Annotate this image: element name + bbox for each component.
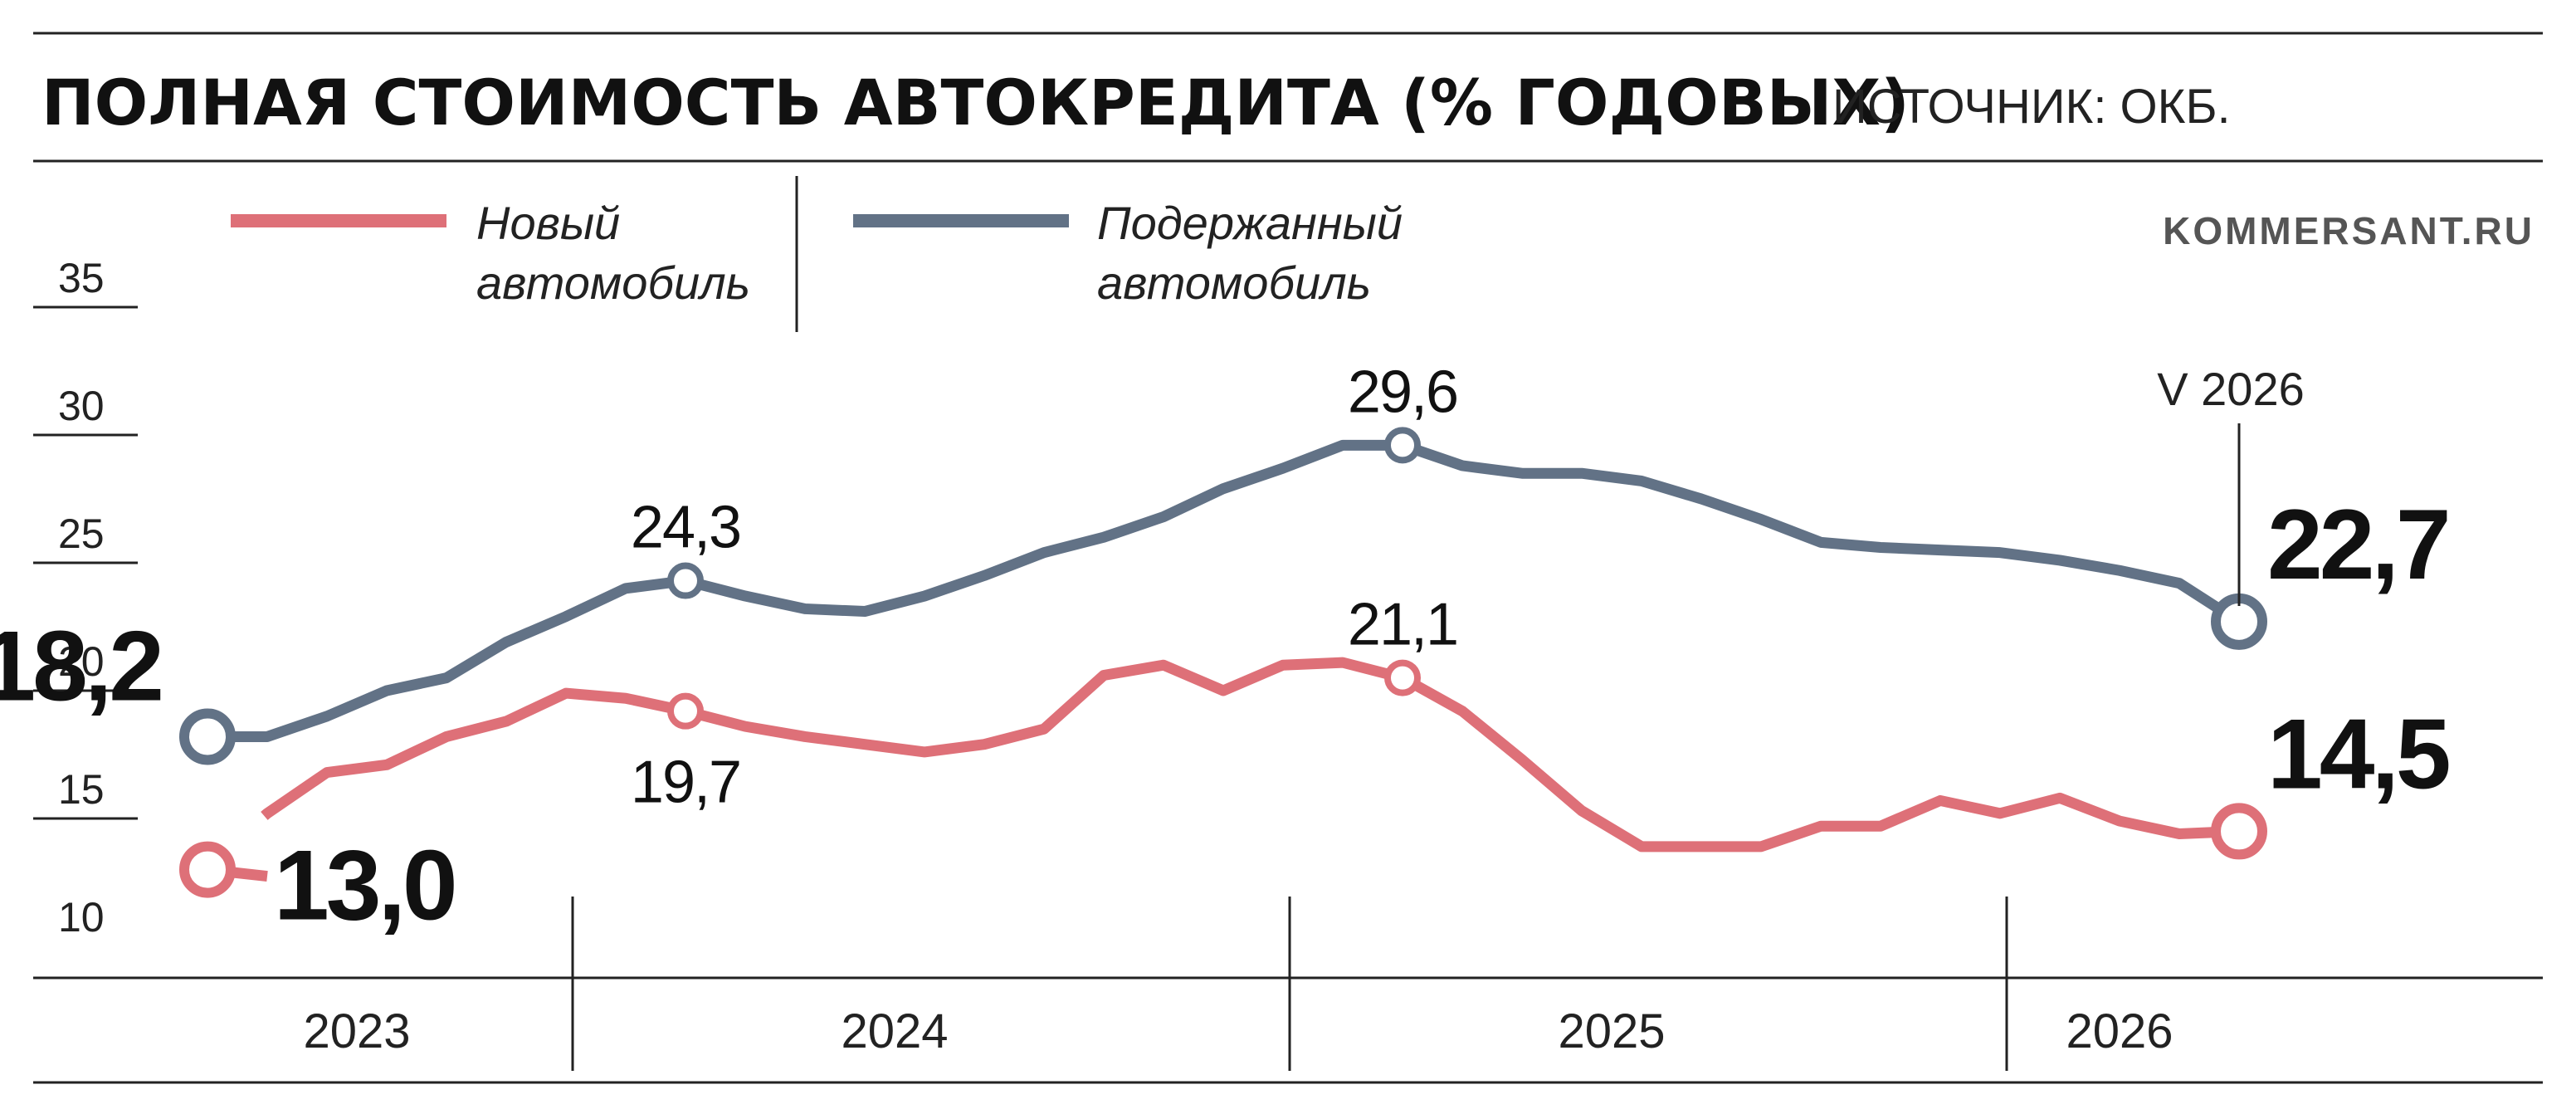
data-label-new: 13,0: [274, 830, 455, 941]
data-label-used: 29,6: [1348, 359, 1457, 425]
point-marker-new: [179, 841, 236, 898]
y-axis: 35 30 25 20 15 10: [33, 255, 138, 941]
point-marker-new: [1384, 659, 1421, 696]
data-label-used: 24,3: [631, 495, 740, 561]
y-tick-label: 25: [58, 511, 105, 557]
legend-label-used-1: Подержанный: [1097, 197, 1403, 249]
legend-label-new-2: автомобиль: [476, 257, 750, 309]
source-note: ИСТОЧНИК: ОКБ.: [1832, 80, 2231, 134]
series-line-used: [207, 439, 2242, 742]
data-label-new: 21,1: [1348, 592, 1457, 658]
brand-label: KOMMERSANT.RU: [2163, 209, 2535, 252]
year-label: 2025: [1558, 1004, 1665, 1058]
data-label-new: 14,5: [2267, 698, 2449, 809]
point-marker-new: [2211, 803, 2267, 860]
y-tick-label: 35: [58, 255, 105, 301]
point-marker-used: [1384, 427, 1421, 464]
y-tick-label: 20: [58, 638, 105, 685]
y-tick-label: 30: [58, 383, 105, 429]
point-marker-used: [667, 562, 704, 599]
x-axis: 2023 2024 2025 2026: [33, 897, 2543, 1084]
year-label: 2023: [303, 1004, 410, 1058]
y-tick-label: 10: [58, 894, 105, 941]
legend-label-used-2: автомобиль: [1097, 257, 1371, 309]
data-label-used: 18,2: [0, 610, 161, 721]
annotations: V 2026: [2157, 363, 2305, 606]
plot-lines: 18,2 24,3 29,6 22,7 13,0 19,7 21,1 14,5: [0, 359, 2452, 941]
year-label: 2026: [2066, 1004, 2173, 1058]
data-label-new: 19,7: [631, 750, 740, 816]
legend: Новый автомобиль Подержанный автомобиль: [231, 176, 1403, 332]
y-tick-label: 15: [58, 766, 105, 813]
annotation-label: V 2026: [2157, 363, 2305, 415]
legend-label-new-1: Новый: [476, 197, 620, 249]
series-line-new: [207, 657, 2240, 882]
point-marker-used: [179, 708, 236, 765]
chart-title: ПОЛНАЯ СТОИМОСТЬ АВТОКРЕДИТА (% ГОДОВЫХ): [41, 66, 1910, 139]
year-label: 2024: [841, 1004, 948, 1058]
point-marker-new: [667, 692, 704, 730]
data-label-used: 22,7: [2267, 489, 2448, 600]
